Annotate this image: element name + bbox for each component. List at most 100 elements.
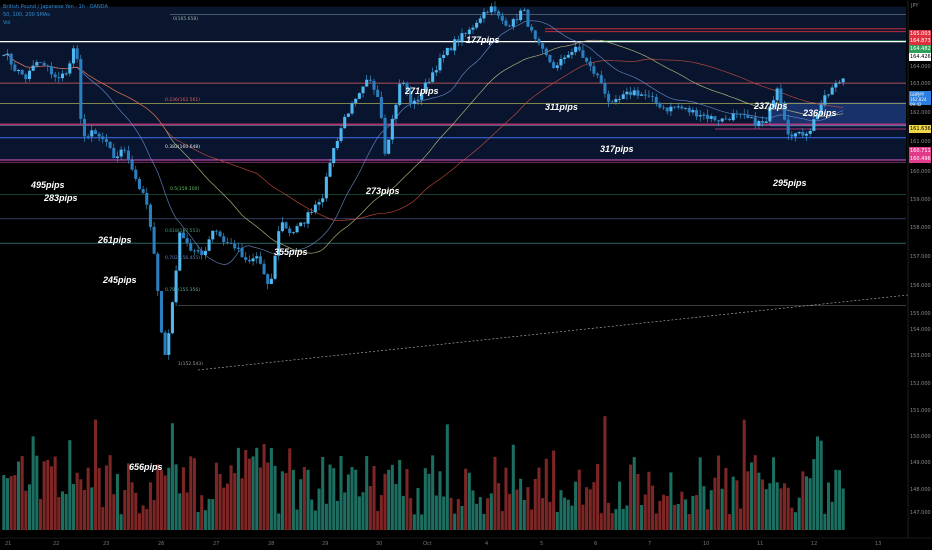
candle-body <box>779 88 783 105</box>
candle-body <box>214 230 218 232</box>
volume-bar <box>277 513 281 530</box>
candle-body <box>269 278 273 284</box>
candle-body <box>511 19 515 27</box>
candle-body <box>306 212 310 224</box>
volume-bar <box>673 504 677 530</box>
volume-bar <box>768 483 772 530</box>
candle-body <box>174 270 178 303</box>
candle-body <box>284 222 288 229</box>
candle-body <box>526 9 530 27</box>
volume-bar <box>405 468 409 530</box>
candle-body <box>676 106 680 108</box>
candle-body <box>350 103 354 114</box>
candle-body <box>724 118 728 120</box>
price-tag: 161.636 <box>909 125 931 133</box>
candle-body <box>654 97 658 103</box>
volume-bar <box>141 505 145 530</box>
time-axis-label: 30 <box>376 541 383 547</box>
trend-line[interactable] <box>197 294 909 371</box>
candle-body <box>555 65 559 68</box>
volume-bar <box>104 465 108 530</box>
candle-body <box>475 22 479 28</box>
candle-body <box>189 243 193 251</box>
candle-body <box>145 192 149 205</box>
volume-bar <box>398 459 402 530</box>
volume-bars <box>2 416 845 530</box>
candle-body <box>804 133 809 136</box>
price-axis-label: 162.000 <box>910 110 931 116</box>
volume-bar <box>797 497 801 530</box>
volume-bar <box>130 482 134 530</box>
volume-bar <box>258 467 262 530</box>
candle-body <box>390 118 394 140</box>
volume-bar <box>757 472 761 530</box>
volume-bar <box>218 473 222 530</box>
candle-body <box>662 107 666 109</box>
candle-body <box>156 253 160 292</box>
volume-bar <box>354 469 358 530</box>
candle-body <box>93 130 97 134</box>
candle-body <box>46 65 50 67</box>
volume-bar <box>222 487 226 530</box>
candle-body <box>339 128 343 141</box>
candle-body <box>101 136 105 140</box>
pip-label: 295pips <box>773 178 807 188</box>
volume-bar <box>156 464 160 530</box>
volume-bar <box>328 464 332 530</box>
candle-body <box>196 250 200 252</box>
volume-bar <box>493 456 497 530</box>
candle-body <box>651 96 655 98</box>
candle-body <box>771 100 776 107</box>
volume-bar <box>16 461 21 530</box>
candle-body <box>343 116 347 129</box>
volume-bar <box>357 496 361 530</box>
volume-bar <box>159 469 163 530</box>
volume-bar <box>771 457 776 530</box>
price-axis-label: 148.000 <box>910 487 931 493</box>
time-axis-label: Oct <box>423 541 432 547</box>
candle-body <box>786 119 790 135</box>
volume-bar <box>566 499 570 530</box>
candle-body <box>471 27 475 30</box>
volume-bar <box>185 492 189 530</box>
volume-bar <box>614 509 618 530</box>
candle-body <box>812 119 816 131</box>
candle-body <box>346 113 350 117</box>
candle-body <box>376 89 380 98</box>
candle-body <box>757 120 761 126</box>
candle-body <box>819 104 823 115</box>
volume-bar <box>515 489 519 530</box>
volume-bar <box>658 500 662 530</box>
candle-body <box>585 57 589 62</box>
candle-body <box>365 79 369 87</box>
candle-body <box>57 77 61 79</box>
volume-bar <box>596 463 600 530</box>
price-axis-label: 163.000 <box>910 81 931 87</box>
volume-bar <box>317 488 321 530</box>
candle-body <box>834 83 838 88</box>
volume-bar <box>42 461 46 530</box>
volume-bar <box>27 484 32 530</box>
time-axis-label: 26 <box>158 541 165 547</box>
candle-body <box>332 148 336 164</box>
volume-bar <box>640 505 644 530</box>
candle-body <box>255 256 259 259</box>
volume-bar <box>456 499 460 530</box>
candle-body <box>497 11 501 16</box>
volume-bar <box>64 494 68 530</box>
volume-bar <box>321 457 325 530</box>
pip-label: 355pips <box>274 247 308 257</box>
candle-body <box>709 116 713 119</box>
candle-body <box>192 250 196 252</box>
candle-body <box>456 39 460 42</box>
candle-body <box>405 82 409 91</box>
candle-body <box>295 226 299 233</box>
volume-bar <box>79 479 83 530</box>
volume-bar <box>346 474 350 530</box>
volume-bar <box>434 495 438 530</box>
candle-body <box>797 131 801 134</box>
candle-body <box>658 102 662 108</box>
volume-bar <box>350 467 354 530</box>
candle-body <box>647 95 651 97</box>
